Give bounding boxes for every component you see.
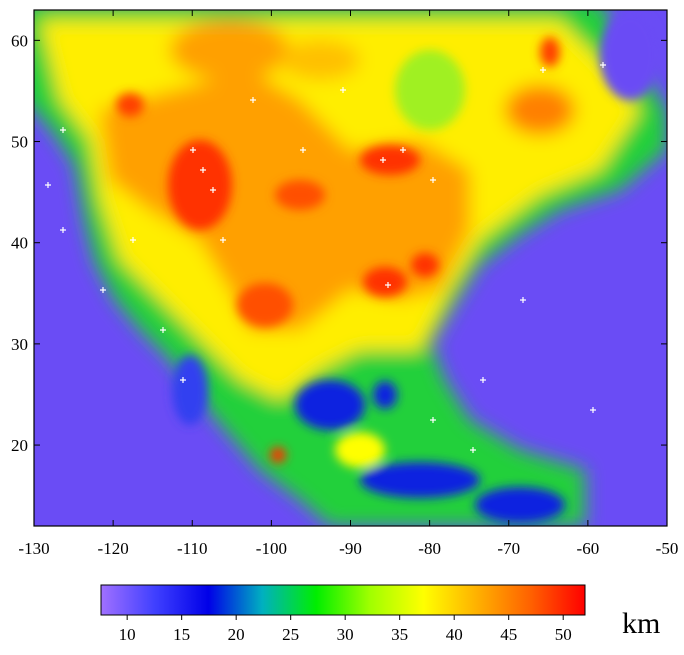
colorbar-tick-label: 20 (228, 625, 245, 644)
x-tick-label: -120 (98, 539, 129, 558)
colorbar-tick-label: 45 (500, 625, 517, 644)
colorbar-tick-label: 30 (337, 625, 354, 644)
x-tick-label: -110 (177, 539, 208, 558)
x-tick-label: -100 (256, 539, 287, 558)
x-tick-label: -80 (418, 539, 441, 558)
colorbar-unit: km (622, 607, 660, 640)
colorbar-tick-label: 40 (446, 625, 463, 644)
y-tick-label: 20 (11, 436, 28, 455)
colorbar-tick-label: 10 (119, 625, 136, 644)
y-tick-label: 50 (11, 133, 28, 152)
x-tick-label: -50 (656, 539, 679, 558)
station-markers (45, 62, 606, 453)
colorbar (100, 584, 586, 616)
y-tick-label: 30 (11, 335, 28, 354)
x-tick-label: -90 (339, 539, 362, 558)
crust-thickness-field (34, 10, 667, 526)
colorbar-tick-label: 50 (555, 625, 572, 644)
y-tick-label: 40 (11, 234, 28, 253)
x-tick-label: -60 (577, 539, 600, 558)
y-tick-label: 60 (11, 31, 28, 50)
x-tick-label: -130 (18, 539, 49, 558)
x-tick-label: -70 (497, 539, 520, 558)
colorbar-tick-label: 35 (391, 625, 408, 644)
colorbar-tick-label: 25 (282, 625, 299, 644)
colorbar-tick-label: 15 (173, 625, 190, 644)
